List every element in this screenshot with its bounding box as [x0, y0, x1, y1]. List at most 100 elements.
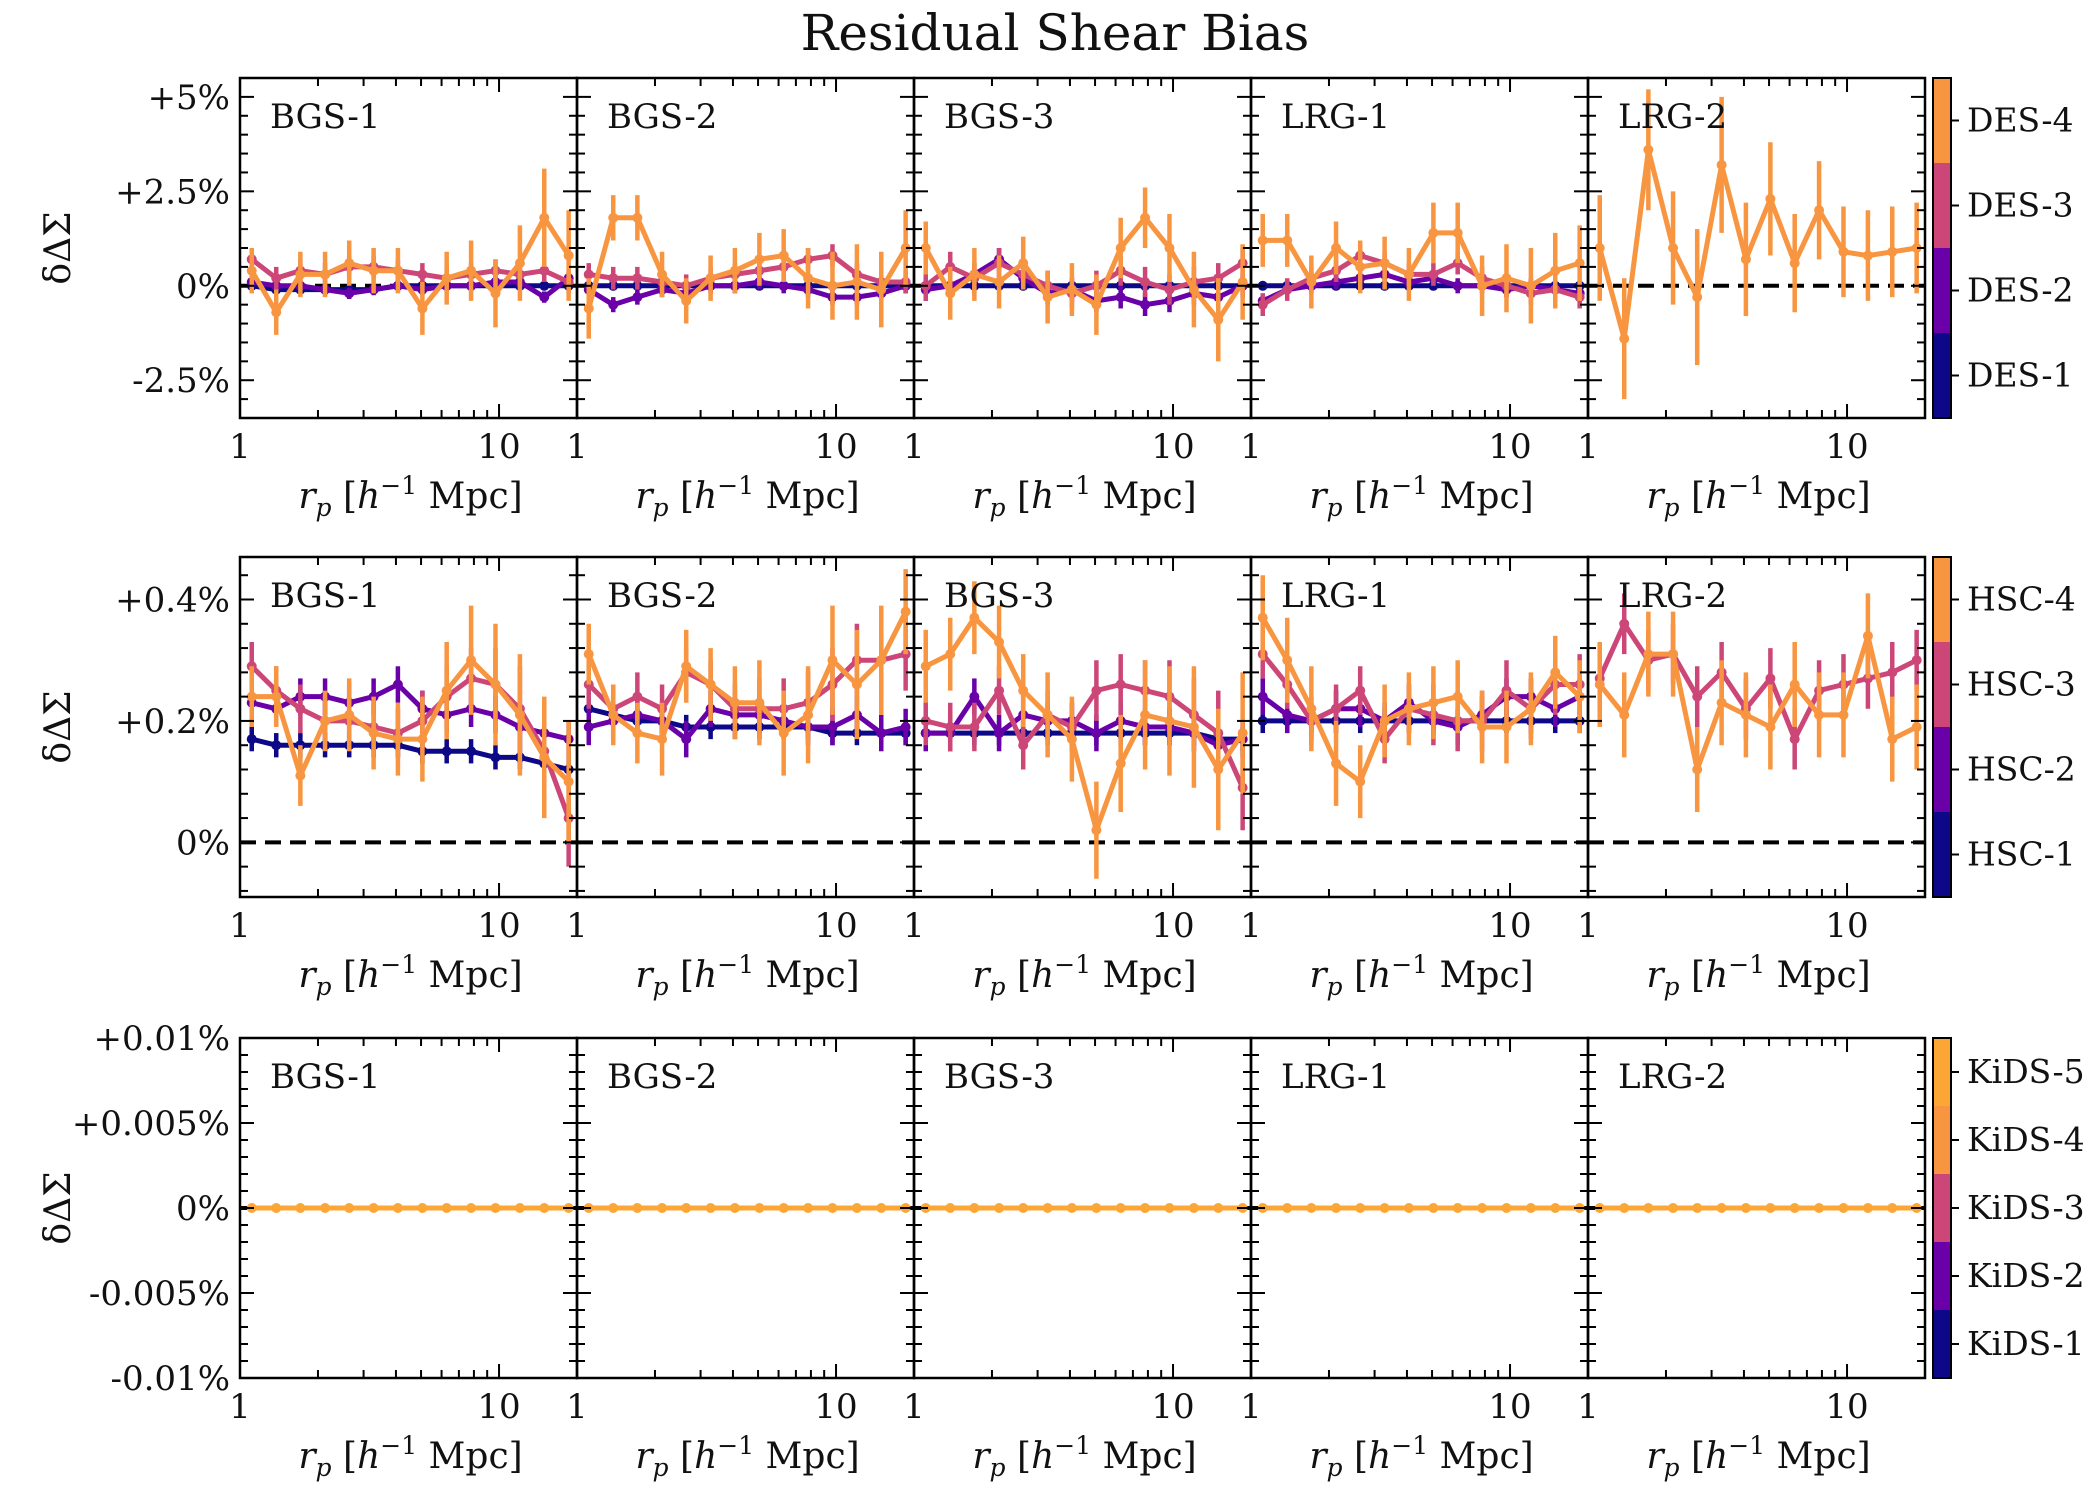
series-des-4 — [920, 187, 1248, 362]
colorbar-segment — [1933, 1106, 1951, 1174]
x-axis-label-part: [ — [1680, 955, 1706, 996]
data-point — [368, 1203, 379, 1213]
x-axis-label-part: h — [1705, 1436, 1728, 1477]
x-tick-label: 1 — [229, 906, 251, 946]
data-point — [514, 1203, 525, 1213]
x-axis-label-part: h — [694, 955, 717, 996]
data-point — [1643, 649, 1654, 660]
data-point — [295, 770, 306, 781]
x-tick-label: 10 — [1825, 427, 1868, 467]
x-axis-label-part: h — [1031, 955, 1054, 996]
series-hsc-4 — [1594, 593, 1922, 812]
series-des-4 — [1257, 202, 1585, 324]
data-point — [583, 303, 594, 314]
x-axis-label-part: p — [316, 493, 332, 522]
data-point — [969, 691, 980, 702]
y-tick-label: +0.4% — [115, 581, 230, 621]
y-axis-label: δΔΣ — [38, 211, 79, 284]
x-tick-label: 1 — [566, 1387, 588, 1427]
colorbar-hsc: HSC-4 HSC-3 HSC-2 HSC-1 — [1932, 556, 2076, 898]
data-point — [1550, 265, 1561, 276]
data-point — [803, 1203, 814, 1213]
data-point — [969, 722, 980, 732]
x-axis-label-part: Mpc] — [417, 955, 523, 996]
x-axis-label-part: r — [1309, 476, 1328, 517]
x-tick-label: 1 — [229, 1387, 251, 1427]
data-point — [1188, 1203, 1199, 1213]
data-point — [754, 254, 765, 265]
data-point — [1066, 734, 1077, 745]
x-axis-label-part: [ — [1343, 1436, 1369, 1477]
data-point — [514, 709, 525, 720]
y-tick-label: +2.5% — [115, 172, 230, 212]
data-point — [1911, 722, 1922, 732]
data-point — [681, 661, 692, 672]
series-kids-5 — [920, 1203, 1248, 1213]
data-point — [945, 649, 956, 660]
panel-label: LRG-1 — [1281, 576, 1390, 616]
colorbar-segment — [1933, 557, 1951, 642]
series-group — [920, 581, 1248, 879]
data-point — [969, 1203, 980, 1213]
data-point — [1501, 722, 1512, 732]
data-point — [441, 1203, 452, 1213]
data-point — [1282, 235, 1293, 246]
x-axis-label-part: r — [635, 1436, 654, 1477]
x-axis-label-part: r — [635, 955, 654, 996]
data-point — [1282, 655, 1293, 666]
data-point — [1042, 1203, 1053, 1213]
x-tick-label: 10 — [1488, 906, 1531, 946]
data-point — [466, 265, 477, 276]
data-point — [994, 685, 1005, 696]
data-point — [900, 606, 911, 617]
data-point — [295, 1203, 306, 1213]
x-tick-label: 10 — [814, 1387, 857, 1427]
data-point — [1668, 649, 1679, 660]
x-tick-label: 1 — [566, 906, 588, 946]
data-point — [1716, 159, 1727, 170]
x-axis-label-part: [ — [1680, 476, 1706, 517]
data-point — [681, 295, 692, 306]
data-point — [1428, 227, 1439, 238]
data-point — [945, 288, 956, 299]
x-tick-label: 10 — [1151, 906, 1194, 946]
data-point — [1091, 825, 1102, 836]
data-point — [920, 243, 931, 253]
x-axis-label-part: −1 — [717, 950, 754, 979]
data-point — [1355, 776, 1366, 787]
data-point — [1331, 243, 1342, 253]
data-point — [1257, 612, 1268, 623]
data-point — [1814, 709, 1825, 720]
x-axis-label-part: r — [1309, 1436, 1328, 1477]
panel-des-lrg-2: 1 10 LRG-2 rp [h−1 Mpc] — [1577, 76, 1927, 522]
colorbar-segment — [1933, 1242, 1951, 1310]
data-point — [1619, 618, 1630, 629]
x-axis-label-part: p — [990, 493, 1006, 522]
data-point — [851, 277, 862, 287]
x-axis-label: rp [h−1 Mpc] — [1309, 950, 1533, 1001]
data-point — [705, 1203, 716, 1213]
x-axis-label-part: r — [1646, 1436, 1665, 1477]
data-point — [1716, 697, 1727, 708]
x-axis-label-part: p — [1327, 972, 1343, 1001]
data-point — [1911, 243, 1922, 253]
x-tick-label: 10 — [814, 906, 857, 946]
x-axis-label-part: r — [972, 955, 991, 996]
y-axis-label: δΔΣ — [38, 1171, 79, 1244]
data-point — [1042, 292, 1053, 303]
data-point — [681, 1203, 692, 1213]
data-point — [539, 280, 550, 291]
x-axis-label-part: r — [1646, 476, 1665, 517]
x-axis-label-part: [ — [669, 1436, 695, 1477]
panel-label: BGS-3 — [944, 97, 1054, 137]
panel-kids-bgs-3: 1 10 BGS-3 rp [h−1 Mpc] — [903, 1036, 1253, 1482]
data-point — [1692, 1203, 1703, 1213]
x-tick-label: 1 — [1240, 906, 1262, 946]
x-axis-label-part: [ — [669, 476, 695, 517]
data-point — [1188, 722, 1199, 732]
panel-label: BGS-2 — [607, 97, 717, 137]
data-point — [1164, 284, 1175, 295]
data-point — [1379, 258, 1390, 269]
y-tick-label: +0.005% — [72, 1104, 230, 1144]
y-tick-label: +0.2% — [115, 702, 230, 742]
